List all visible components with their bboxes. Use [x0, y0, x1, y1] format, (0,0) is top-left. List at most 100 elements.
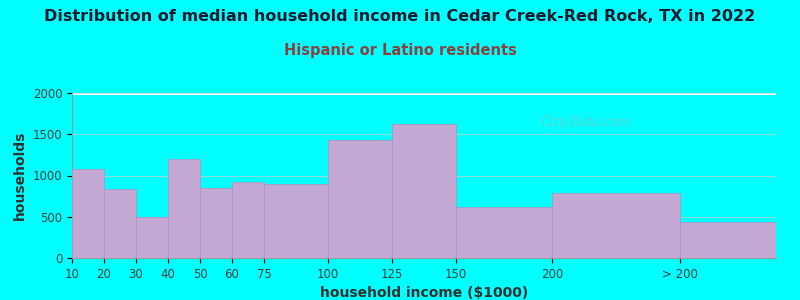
Bar [72, 93, 776, 94]
Bar [72, 93, 776, 94]
Bar [72, 93, 776, 94]
Bar [72, 93, 776, 94]
Bar [72, 93, 776, 94]
Bar [72, 93, 776, 94]
Bar [72, 93, 776, 94]
Bar [72, 93, 776, 94]
Bar [104, 189, 136, 258]
Bar [72, 93, 776, 94]
Bar [72, 93, 776, 94]
Bar [72, 93, 776, 94]
Bar [72, 93, 776, 94]
Bar [72, 93, 776, 94]
Bar [72, 93, 776, 94]
Bar [72, 93, 776, 94]
Bar [72, 93, 776, 94]
Bar [72, 93, 776, 94]
Bar [72, 93, 776, 94]
Bar [72, 93, 776, 94]
Bar [72, 93, 776, 94]
Bar [552, 193, 680, 258]
Bar [72, 93, 776, 94]
Bar [72, 93, 776, 94]
Bar [72, 93, 776, 94]
Bar [72, 93, 776, 94]
Y-axis label: households: households [13, 131, 27, 220]
Bar [328, 140, 392, 258]
Bar [72, 93, 776, 94]
Bar [72, 93, 776, 94]
Bar [72, 93, 776, 94]
Bar [72, 93, 776, 94]
Bar [72, 93, 776, 94]
Bar [72, 93, 776, 94]
Bar [72, 93, 776, 94]
Bar [168, 159, 200, 258]
Bar [72, 93, 776, 94]
Bar [72, 93, 776, 94]
Bar [72, 93, 776, 94]
Bar [72, 93, 776, 94]
Bar [72, 93, 776, 94]
Bar [72, 93, 776, 94]
Bar [72, 93, 776, 94]
Bar [72, 93, 776, 94]
Bar [72, 93, 776, 94]
Bar [72, 93, 776, 94]
Bar [72, 93, 776, 94]
Bar [72, 93, 776, 94]
Bar [72, 93, 776, 94]
Bar [72, 93, 776, 94]
Bar [72, 93, 776, 94]
Bar [232, 182, 264, 258]
Bar [72, 93, 776, 94]
Bar [72, 93, 776, 94]
Bar [136, 217, 168, 258]
Bar [72, 93, 776, 94]
Bar [72, 93, 776, 94]
Bar [72, 93, 776, 94]
Bar [72, 93, 776, 94]
Bar [72, 93, 776, 94]
Bar [72, 93, 776, 94]
Bar [680, 222, 776, 258]
Bar [72, 169, 104, 258]
Bar [72, 93, 776, 94]
Bar [72, 93, 776, 94]
Bar [72, 93, 776, 94]
Bar [72, 93, 776, 94]
Text: City-Data.com: City-Data.com [541, 116, 631, 129]
Bar [72, 93, 776, 94]
Bar [72, 93, 776, 94]
Bar [72, 93, 776, 94]
Bar [72, 93, 776, 94]
Bar [72, 93, 776, 94]
Bar [264, 184, 328, 258]
Bar [72, 93, 776, 94]
Bar [72, 93, 776, 94]
Bar [72, 93, 776, 94]
Bar [72, 93, 776, 94]
Bar [72, 93, 776, 94]
Bar [72, 93, 776, 94]
Bar [72, 93, 776, 94]
Bar [72, 93, 776, 94]
Bar [72, 93, 776, 94]
Bar [72, 93, 776, 94]
Bar [72, 93, 776, 94]
Bar [72, 93, 776, 94]
Bar [72, 93, 776, 94]
Bar [72, 93, 776, 94]
Bar [72, 93, 776, 94]
Bar [72, 93, 776, 94]
Bar [72, 93, 776, 94]
Bar [72, 93, 776, 94]
Bar [72, 93, 776, 94]
Bar [72, 93, 776, 94]
Bar [72, 93, 776, 94]
Bar [72, 93, 776, 94]
Bar [72, 93, 776, 94]
Text: Hispanic or Latino residents: Hispanic or Latino residents [283, 44, 517, 59]
Bar [72, 93, 776, 94]
Text: Distribution of median household income in Cedar Creek-Red Rock, TX in 2022: Distribution of median household income … [44, 9, 756, 24]
